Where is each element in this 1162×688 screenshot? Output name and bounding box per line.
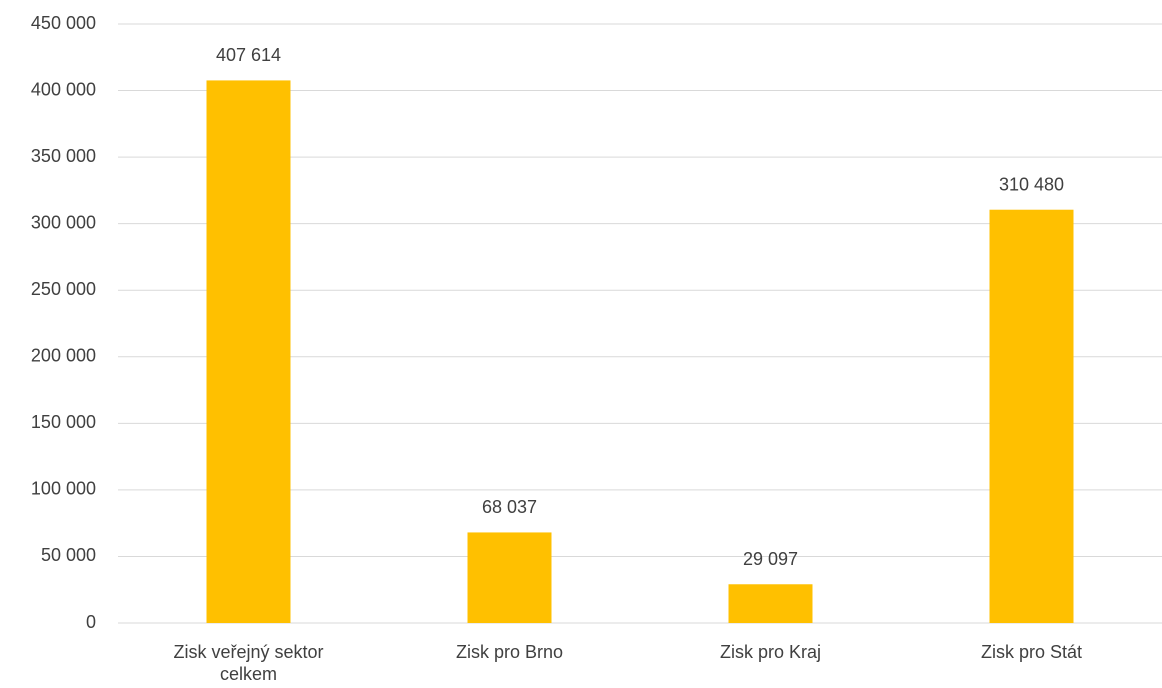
x-tick-label: Zisk pro Brno (456, 642, 563, 662)
bar (207, 80, 291, 623)
bar (990, 210, 1074, 623)
value-label: 68 037 (482, 497, 537, 517)
y-tick-label: 0 (86, 612, 96, 632)
value-label: 310 480 (999, 174, 1064, 194)
y-tick-label: 450 000 (31, 13, 96, 33)
y-tick-label: 250 000 (31, 279, 96, 299)
value-label: 407 614 (216, 45, 281, 65)
y-tick-label: 350 000 (31, 146, 96, 166)
y-tick-label: 400 000 (31, 79, 96, 99)
x-tick-label: Zisk pro Kraj (720, 642, 821, 662)
bar (729, 584, 813, 623)
y-tick-label: 150 000 (31, 412, 96, 432)
y-tick-label: 300 000 (31, 212, 96, 232)
x-tick-label: Zisk pro Stát (981, 642, 1082, 662)
value-label: 29 097 (743, 549, 798, 569)
chart: 0 50 000 100 000 150 000 200 000 250 000 300 0… (0, 0, 1162, 688)
y-tick-label: 50 000 (41, 545, 96, 565)
y-tick-label: 100 000 (31, 479, 96, 499)
bar (468, 532, 552, 623)
y-tick-label: 200 000 (31, 346, 96, 366)
